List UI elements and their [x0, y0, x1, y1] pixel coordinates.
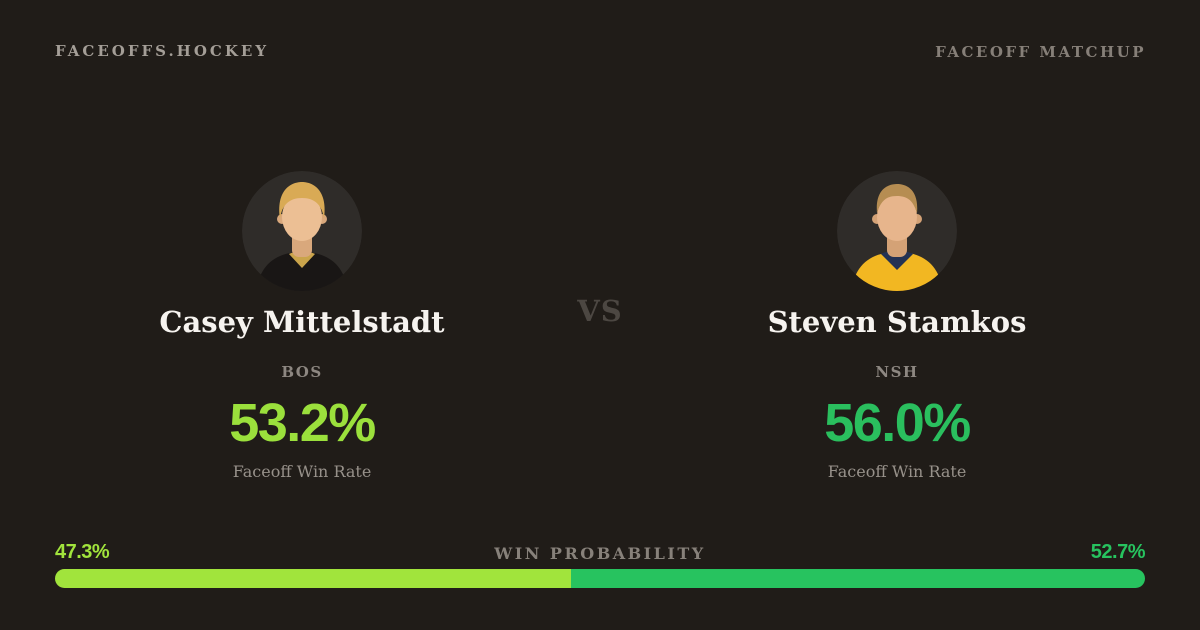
player-photo-icon — [242, 171, 362, 291]
player-avatar-right — [837, 171, 957, 291]
player-avatar-left — [242, 171, 362, 291]
player-name: Steven Stamkos — [767, 305, 1027, 339]
player-name: Casey Mittelstadt — [159, 305, 445, 339]
player-card-right: Steven Stamkos NSH 56.0% Faceoff Win Rat… — [727, 171, 1067, 481]
site-logo-text: FACEOFFS.HOCKEY — [55, 42, 270, 60]
page-title: FACEOFF MATCHUP — [935, 43, 1146, 61]
win-probability-bar-right-segment — [570, 569, 1145, 588]
win-probability-right-value: 52.7% — [1090, 541, 1146, 563]
faceoff-win-rate-label: Faceoff Win Rate — [232, 461, 372, 481]
win-probability-labels: 47.3% WIN PROBABILITY 52.7% — [55, 541, 1146, 565]
player-team: NSH — [875, 362, 919, 381]
player-card-left: Casey Mittelstadt BOS 53.2% Faceoff Win … — [132, 171, 472, 481]
faceoff-win-rate-label: Faceoff Win Rate — [827, 461, 967, 481]
player-team: BOS — [281, 362, 323, 381]
win-probability-bar — [55, 569, 1145, 588]
vs-separator: VS — [577, 294, 623, 328]
win-probability-bar-left-segment — [55, 569, 571, 588]
faceoff-win-rate-value: 56.0% — [824, 392, 971, 453]
faceoff-win-rate-value: 53.2% — [229, 392, 376, 453]
win-probability-left-value: 47.3% — [55, 541, 110, 563]
player-photo-icon — [837, 171, 957, 291]
win-probability-title: WIN PROBABILITY — [494, 544, 706, 563]
